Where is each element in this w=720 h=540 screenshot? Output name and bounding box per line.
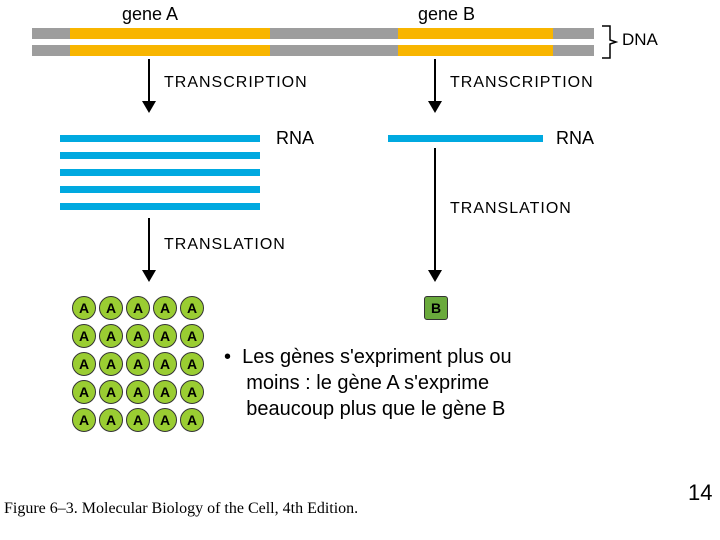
bullet-dot: • — [224, 346, 231, 368]
protein-a: A — [72, 352, 96, 376]
protein-a: A — [180, 296, 204, 320]
protein-a: A — [180, 352, 204, 376]
rna-label-a: RNA — [276, 128, 314, 149]
protein-a: A — [72, 296, 96, 320]
dna-label: DNA — [622, 30, 658, 50]
transcription-label-b: TRANSCRIPTION — [450, 74, 594, 92]
translation-arrow-b-head — [428, 270, 442, 282]
translation-arrow-a-head — [142, 270, 156, 282]
rna-a-line-0 — [60, 135, 260, 142]
protein-a: A — [153, 324, 177, 348]
protein-a: A — [180, 324, 204, 348]
protein-a: A — [99, 380, 123, 404]
protein-a: A — [126, 380, 150, 404]
protein-a: A — [126, 352, 150, 376]
rna-b-line — [388, 135, 543, 142]
protein-a: A — [126, 296, 150, 320]
protein-a: A — [126, 408, 150, 432]
protein-a: A — [153, 352, 177, 376]
rna-a-line-3 — [60, 186, 260, 193]
protein-a: A — [72, 324, 96, 348]
transcription-arrow-b-head — [428, 101, 442, 113]
transcription-label-a: TRANSCRIPTION — [164, 74, 308, 92]
rna-label-b: RNA — [556, 128, 594, 149]
gene-a-segment-0 — [70, 28, 270, 39]
gene-b-segment-1 — [398, 45, 553, 56]
translation-arrow-b-line — [434, 148, 436, 272]
figure-credit: Figure 6–3. Molecular Biology of the Cel… — [4, 500, 358, 518]
rna-a-line-1 — [60, 152, 260, 159]
protein-a: A — [99, 408, 123, 432]
protein-a: A — [153, 408, 177, 432]
dna-brace — [600, 24, 620, 60]
protein-a-row-0: AAAAA — [72, 296, 204, 320]
transcription-arrow-a-head — [142, 101, 156, 113]
gene-a-label: gene A — [122, 4, 178, 25]
rna-a-line-2 — [60, 169, 260, 176]
translation-label-b: TRANSLATION — [450, 200, 572, 218]
protein-a: A — [99, 296, 123, 320]
rna-a-line-4 — [60, 203, 260, 210]
protein-a: A — [180, 408, 204, 432]
bullet-line1: Les gènes s'expriment plus ou — [242, 346, 512, 368]
bullet-line2: moins : le gène A s'exprime — [246, 372, 489, 394]
bullet-text-block: • Les gènes s'expriment plus ou moins : … — [224, 344, 654, 422]
gene-a-segment-1 — [70, 45, 270, 56]
protein-a-row-3: AAAAA — [72, 380, 204, 404]
protein-a-row-4: AAAAA — [72, 408, 204, 432]
gene-b-segment-0 — [398, 28, 553, 39]
translation-label-a: TRANSLATION — [164, 236, 286, 254]
protein-a: A — [72, 380, 96, 404]
protein-a-row-1: AAAAA — [72, 324, 204, 348]
protein-a-row-2: AAAAA — [72, 352, 204, 376]
protein-a: A — [99, 324, 123, 348]
gene-b-label: gene B — [418, 4, 475, 25]
protein-a: A — [153, 296, 177, 320]
transcription-arrow-b-line — [434, 59, 436, 103]
protein-a: A — [180, 380, 204, 404]
protein-a: A — [126, 324, 150, 348]
bullet-line3: beaucoup plus que le gène B — [246, 398, 505, 420]
translation-arrow-a-line — [148, 218, 150, 272]
protein-a: A — [72, 408, 96, 432]
protein-a: A — [99, 352, 123, 376]
page-number: 14 — [688, 480, 712, 506]
protein-a: A — [153, 380, 177, 404]
protein-b: B — [424, 296, 448, 320]
transcription-arrow-a-line — [148, 59, 150, 103]
